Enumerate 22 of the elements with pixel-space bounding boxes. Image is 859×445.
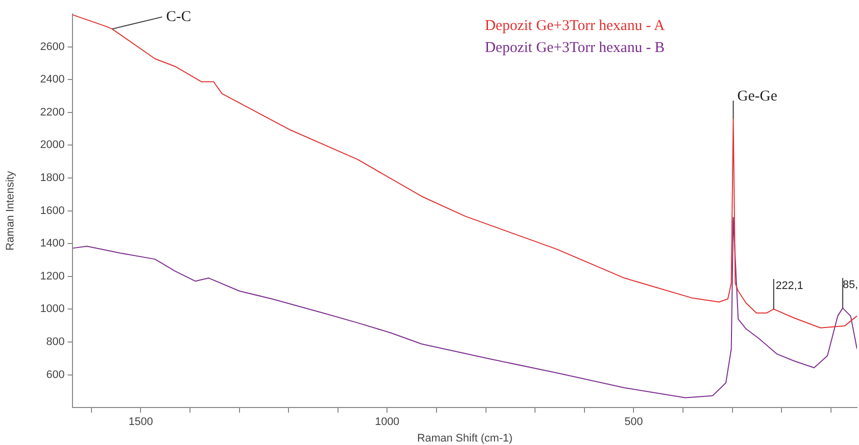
x-tick-label: 1000 (374, 416, 400, 428)
y-tick-label: 2400 (40, 74, 65, 86)
text: Depozit Ge+3Torr hexanu - B (484, 40, 665, 56)
annotation: Ge-Ge (737, 88, 778, 105)
y-tick-label: 2600 (40, 40, 65, 53)
y-tick-label: 2200 (40, 106, 65, 118)
x-tick-label: 500 (624, 416, 643, 428)
y-tick-label: 2000 (40, 139, 65, 152)
y-tick-label: 1600 (40, 204, 65, 217)
y-tick-label: 1800 (40, 172, 65, 184)
annotation: C-C (166, 8, 192, 25)
y-tick-label: 1200 (40, 270, 65, 282)
y-tick-label: 600 (46, 368, 65, 381)
x-axis-title: Raman Shift (cm-1) (417, 432, 513, 444)
text: Depozit Ge+3Torr hexanu - A (484, 18, 665, 34)
y-axis-title: Raman Intensity (4, 170, 17, 251)
y-tick-label: 800 (46, 336, 65, 348)
y-tick-label: 1000 (40, 303, 65, 316)
annotation: 222,1 (776, 280, 804, 292)
y-tick-label: 1400 (40, 238, 65, 250)
x-tick-label: 1500 (128, 416, 153, 428)
annotation: 85, (842, 279, 858, 292)
